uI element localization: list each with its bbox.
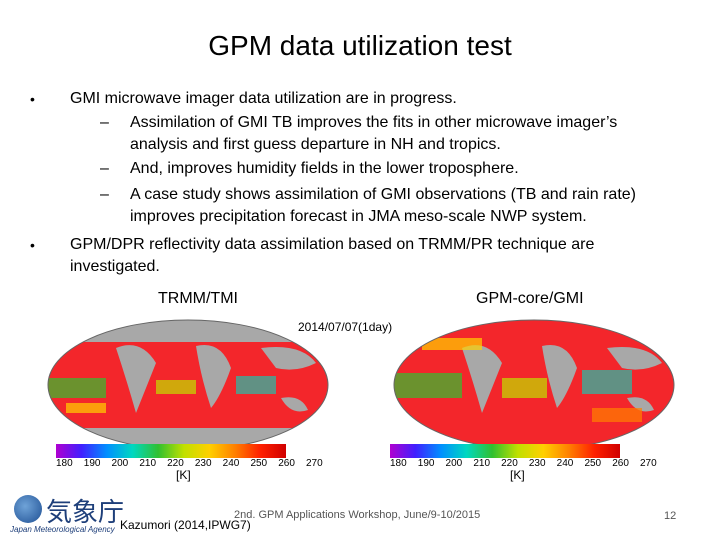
sub-1-line-2: analysis and first guess departure in NH… xyxy=(130,136,501,153)
dash-mark: – xyxy=(100,186,109,203)
sub-2-line-1: And, improves humidity fields in the low… xyxy=(130,160,519,177)
colorbar-tick: 240 xyxy=(222,458,240,469)
colorbar-tick: 260 xyxy=(612,458,629,469)
colorbar-tick: 250 xyxy=(584,458,602,469)
colorbar-tick: 200 xyxy=(111,458,129,469)
bullet-mark: • xyxy=(30,91,35,107)
slide-title: GPM data utilization test xyxy=(208,30,512,61)
left-map-label: TRMM/TMI xyxy=(158,290,238,307)
sub-3-line-2: improves precipitation forecast in JMA m… xyxy=(130,208,587,225)
right-map-label: GPM-core/GMI xyxy=(476,290,584,307)
dash-mark: – xyxy=(100,114,109,131)
colorbar-tick: 220 xyxy=(501,458,518,469)
colorbar-tick: 230 xyxy=(528,458,546,469)
credit: Kazumori (2014,IPWG7) xyxy=(120,518,251,532)
colorbar-tick: 190 xyxy=(417,458,435,469)
workshop-footer: 2nd. GPM Applications Workshop, June/9-1… xyxy=(234,509,481,521)
trmm-tmi-map xyxy=(47,319,329,451)
bullet-mark: • xyxy=(30,237,35,253)
jma-logo-kanji: 気象庁 xyxy=(46,498,125,528)
colorbar-tick: 260 xyxy=(278,458,295,469)
sub-3-line-1: A case study shows assimilation of GMI o… xyxy=(130,186,636,203)
colorbar-tick: 200 xyxy=(445,458,463,469)
left-colorbar xyxy=(56,444,286,458)
date-label: 2014/07/07(1day) xyxy=(298,320,393,334)
dash-mark: – xyxy=(100,160,109,177)
colorbar-tick: 270 xyxy=(640,458,657,469)
jma-logo-text: Japan Meteorological Agency xyxy=(10,525,115,534)
colorbar-tick: 190 xyxy=(83,458,101,469)
colorbar-tick: 250 xyxy=(250,458,268,469)
colorbar-tick: 210 xyxy=(139,458,157,469)
colorbar-tick: 240 xyxy=(556,458,574,469)
colorbar-tick: 270 xyxy=(306,458,323,469)
bullet-2-line-1: GPM/DPR reflectivity data assimilation b… xyxy=(70,236,595,253)
colorbar-tick: 210 xyxy=(473,458,491,469)
left-unit: [K] xyxy=(176,468,191,482)
right-colorbar xyxy=(390,444,620,458)
colorbar-tick: 180 xyxy=(390,458,407,469)
bullet-2-line-2: investigated. xyxy=(70,258,160,275)
sub-1-line-1: Assimilation of GMI TB improves the fits… xyxy=(130,114,618,131)
right-unit: [K] xyxy=(510,468,525,482)
right-colorbar-ticks: 180 190 200 210 220 230 240 250 260 270 xyxy=(390,458,660,472)
gpm-gmi-map xyxy=(393,319,675,451)
left-colorbar-ticks: 180 190 200 210 220 230 240 250 260 270 xyxy=(56,458,326,472)
jma-logo-icon xyxy=(14,495,42,523)
colorbar-tick: 180 xyxy=(56,458,73,469)
colorbar-tick: 230 xyxy=(194,458,212,469)
page-number: 12 xyxy=(664,510,677,522)
bullet-1-text: GMI microwave imager data utilization ar… xyxy=(70,90,457,107)
colorbar-tick: 220 xyxy=(167,458,184,469)
